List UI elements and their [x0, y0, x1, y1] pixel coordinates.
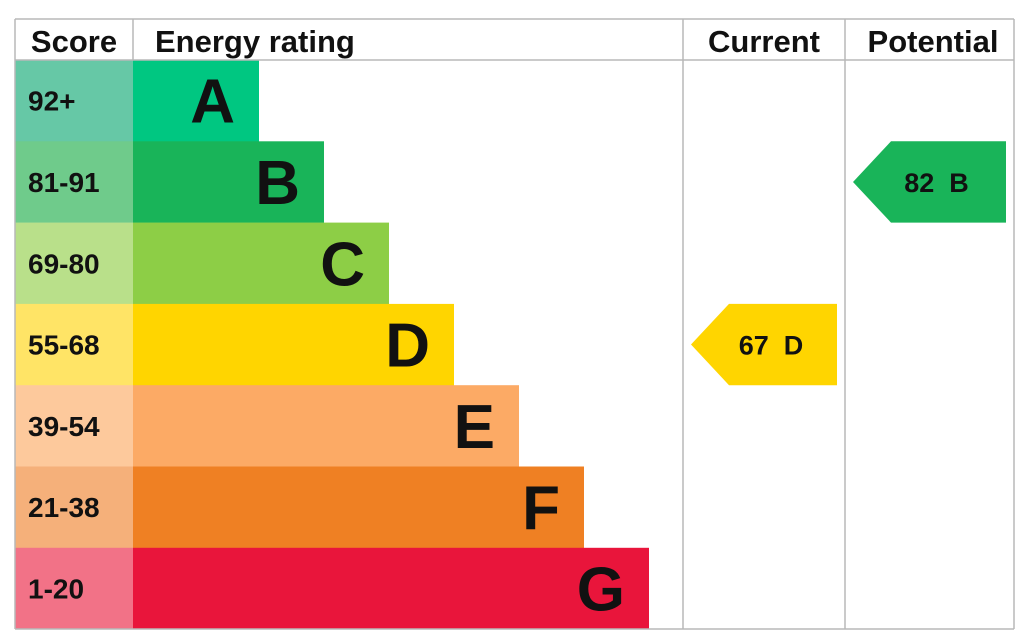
band-bar-e [133, 385, 519, 467]
band-bar-f [133, 466, 584, 549]
band-bar-b [133, 141, 324, 223]
header-current: Current [708, 24, 820, 59]
score-label-a: 92+ [28, 86, 76, 117]
score-cell-e [15, 385, 133, 467]
score-cell-d [15, 303, 133, 386]
band-bar-c [133, 222, 389, 305]
band-letter-c: C [320, 230, 365, 299]
header-score: Score [31, 24, 117, 59]
band-letter-a: A [190, 68, 235, 137]
band-letter-e: E [454, 393, 495, 462]
current-rating-arrow [691, 303, 837, 386]
score-cell-f [15, 466, 133, 549]
score-label-f: 21-38 [28, 492, 100, 523]
score-label-d: 55-68 [28, 330, 100, 361]
score-label-g: 1-20 [28, 573, 84, 604]
score-cell-c [15, 222, 133, 305]
potential-rating-arrow [853, 141, 1006, 223]
score-cell-g [15, 547, 133, 630]
header-potential: Potential [868, 24, 999, 59]
rating-indicators: 67 D 82 B [691, 141, 1006, 386]
score-label-c: 69-80 [28, 248, 100, 279]
band-letter-f: F [522, 474, 560, 543]
band-bar-d [133, 303, 454, 386]
band-bar-a [133, 60, 259, 142]
score-label-e: 39-54 [28, 411, 100, 442]
rating-bands: 92+ A 81-91 B 69-80 C 55-68 D 39-54 E 21-38 F 1-20 G [15, 60, 649, 630]
band-bar-g [133, 547, 649, 630]
band-letter-d: D [385, 312, 430, 381]
score-label-b: 81-91 [28, 167, 100, 198]
potential-rating-label: 82 B [904, 168, 969, 198]
current-rating-label: 67 D [739, 331, 804, 361]
band-letter-b: B [255, 149, 300, 218]
band-letter-g: G [577, 555, 625, 624]
score-cell-a [15, 60, 133, 142]
table-grid [14, 18, 1015, 630]
score-cell-b [15, 141, 133, 223]
header-energy-rating: Energy rating [155, 24, 355, 59]
